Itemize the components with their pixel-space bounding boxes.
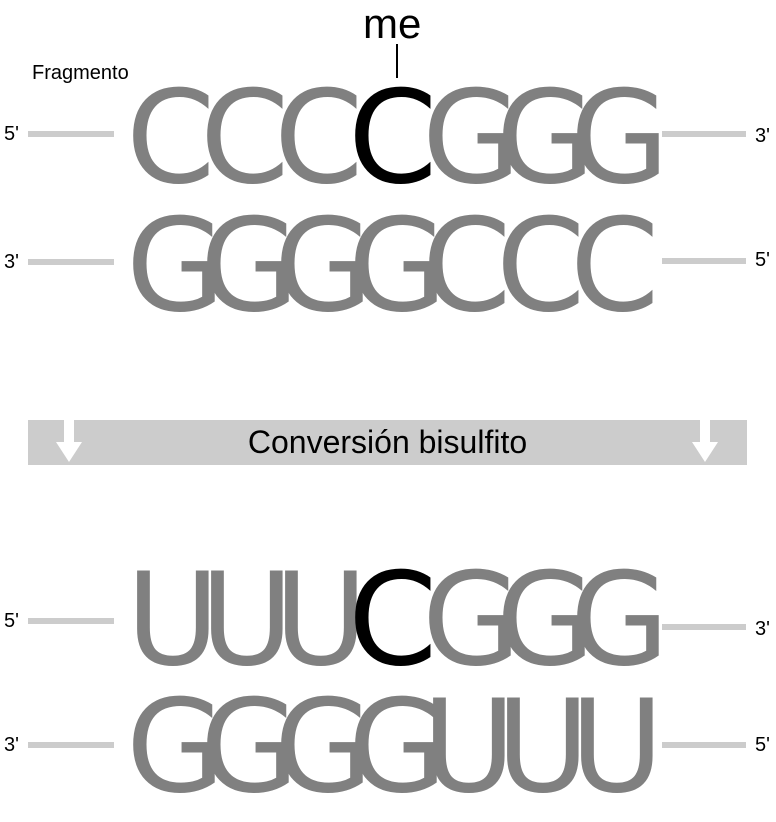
base-g: G: [274, 192, 374, 341]
before-bottom-right-line: [662, 258, 746, 264]
base-g: G: [496, 546, 596, 695]
base-u: U: [422, 673, 516, 822]
after-top-left-line: [28, 618, 114, 624]
base-u: U: [496, 673, 590, 822]
after-bottom-left-line: [28, 742, 114, 748]
base-c: C: [200, 64, 290, 213]
before-top-right-end: 3': [755, 125, 770, 147]
base-u: U: [126, 546, 220, 695]
base-g: G: [422, 64, 522, 213]
base-c: C: [496, 192, 586, 341]
base-c-methylated: C: [348, 64, 438, 213]
base-c: C: [274, 64, 364, 213]
after-top-right-end: 3': [755, 618, 770, 640]
after-bottom-right-end: 5': [755, 734, 770, 756]
base-g: G: [348, 673, 448, 822]
base-g: G: [348, 192, 448, 341]
base-g: G: [570, 64, 670, 213]
base-g: G: [126, 192, 226, 341]
methyl-label: me: [363, 0, 422, 47]
after-top-left-end: 5': [4, 610, 19, 632]
after-bottom-left-end: 3': [4, 734, 19, 756]
base-u: U: [274, 546, 368, 695]
before-top-right-line: [662, 131, 746, 137]
conversion-banner: Conversión bisulfito: [28, 420, 747, 465]
base-g: G: [274, 673, 374, 822]
base-c: C: [422, 192, 512, 341]
down-arrow-left-icon: [56, 420, 82, 462]
base-g: G: [200, 673, 300, 822]
after-bottom-right-line: [662, 742, 746, 748]
fragment-label: Fragmento: [32, 62, 129, 84]
before-top-left-line: [28, 131, 114, 137]
base-c-methylated: C: [348, 546, 438, 695]
conversion-label: Conversión bisulfito: [247, 424, 528, 460]
down-arrow-right-icon: [692, 420, 718, 462]
after-top-right-line: [662, 624, 746, 630]
base-g: G: [570, 546, 670, 695]
base-u: U: [200, 546, 294, 695]
base-g: G: [126, 673, 226, 822]
base-g: G: [200, 192, 300, 341]
base-c: C: [570, 192, 660, 341]
methyl-tick: [396, 44, 398, 78]
before-top-left-end: 5': [4, 123, 19, 145]
before-bottom-left-line: [28, 259, 114, 265]
before-bottom-left-end: 3': [4, 251, 19, 273]
base-u: U: [570, 673, 664, 822]
base-g: G: [422, 546, 522, 695]
before-bottom-right-end: 5': [755, 249, 770, 271]
base-g: G: [496, 64, 596, 213]
base-c: C: [126, 64, 216, 213]
